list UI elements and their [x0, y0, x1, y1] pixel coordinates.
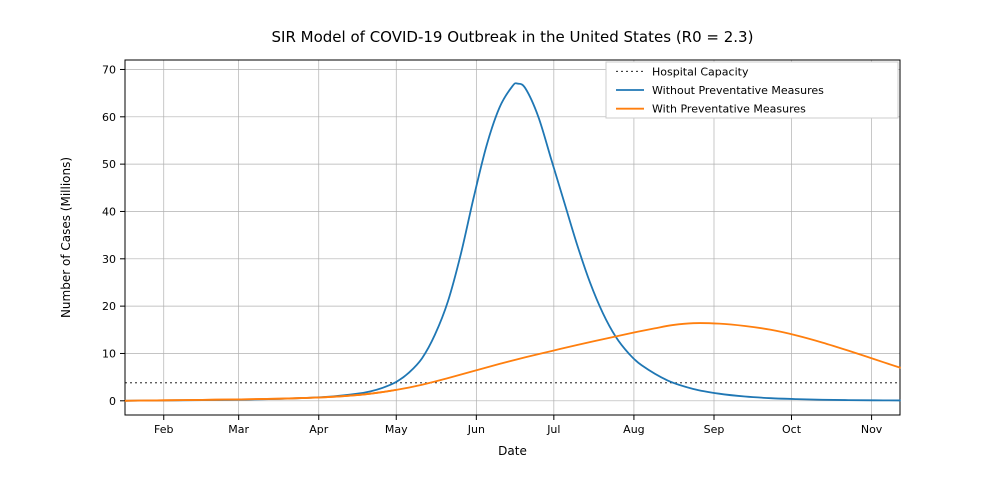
x-tick-label: Sep	[704, 423, 725, 436]
x-tick-label: Oct	[782, 423, 802, 436]
x-tick-label: Mar	[228, 423, 249, 436]
sir-model-chart: Feb Mar Apr May Jun Jul Aug Sep Oct Nov 0 10 20 30 40 5…	[0, 0, 1000, 500]
x-tick-label: Feb	[154, 423, 173, 436]
y-tick-label: 40	[102, 205, 116, 218]
y-tick-label: 20	[102, 300, 116, 313]
x-tick-label: May	[385, 423, 408, 436]
legend: Hospital Capacity Without Preventative Me…	[606, 62, 898, 118]
y-tick-label: 70	[102, 63, 116, 76]
y-tick-label: 10	[102, 347, 116, 360]
x-tick-label: Nov	[861, 423, 883, 436]
legend-label: Hospital Capacity	[652, 65, 749, 78]
y-tick-label: 0	[109, 395, 116, 408]
x-tick-label: Aug	[623, 423, 644, 436]
x-tick-label: Jul	[546, 423, 560, 436]
legend-label: With Preventative Measures	[652, 103, 806, 116]
x-tick-label: Jun	[467, 423, 485, 436]
legend-label: Without Preventative Measures	[652, 84, 824, 97]
x-tick-label: Apr	[309, 423, 329, 436]
y-tick-label: 30	[102, 253, 116, 266]
y-tick-label: 60	[102, 111, 116, 124]
chart-title: SIR Model of COVID-19 Outbreak in the Un…	[272, 28, 754, 46]
y-axis-label: Number of Cases (Millions)	[59, 157, 73, 318]
chart-container: Feb Mar Apr May Jun Jul Aug Sep Oct Nov 0 10 20 30 40 5…	[0, 0, 1000, 500]
y-tick-label: 50	[102, 158, 116, 171]
x-axis-label: Date	[498, 444, 527, 458]
